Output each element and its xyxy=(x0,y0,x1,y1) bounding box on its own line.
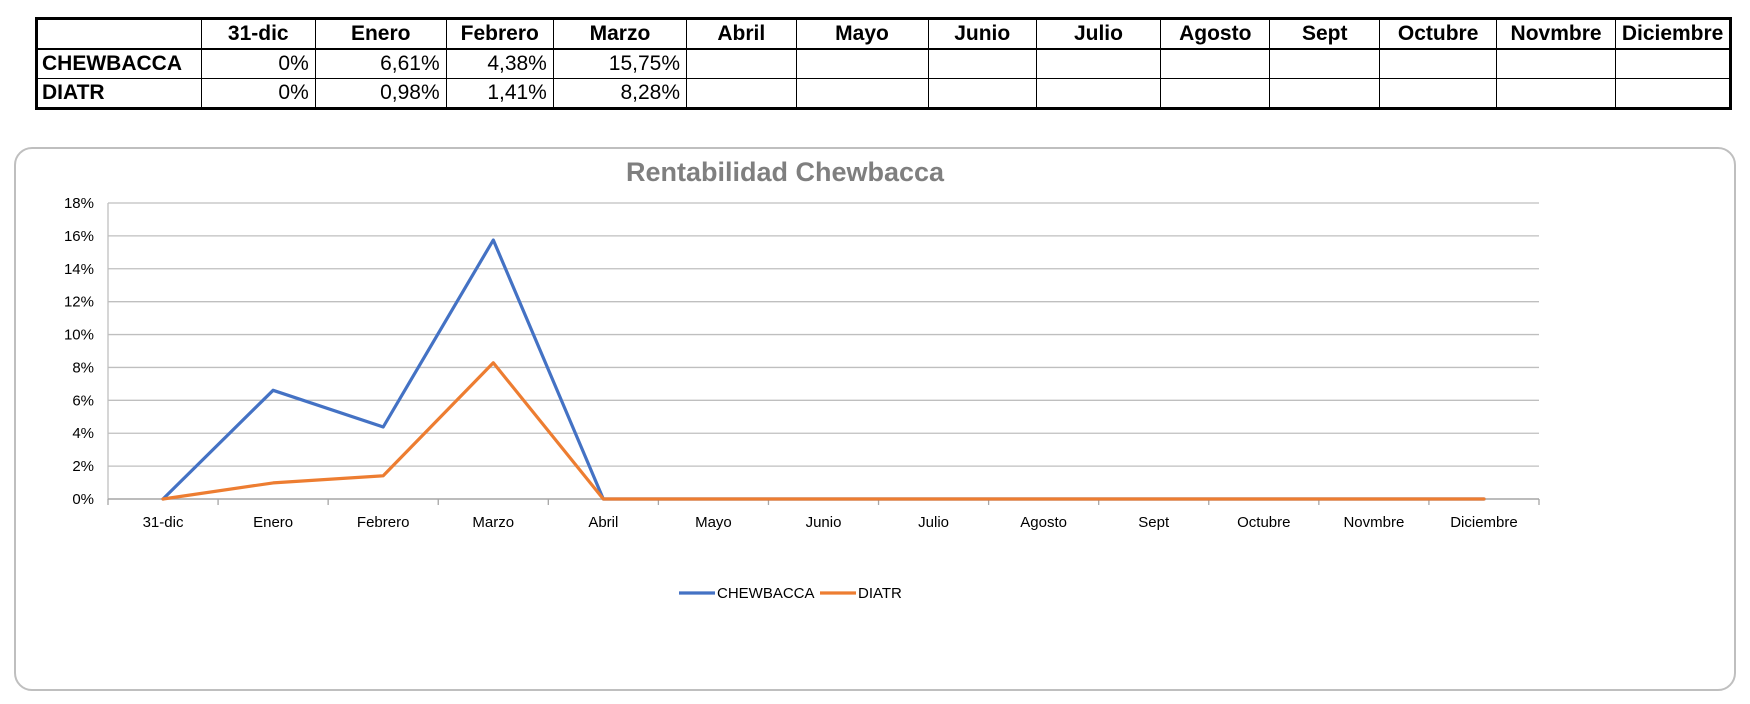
column-header: Abril xyxy=(686,18,797,50)
table-cell xyxy=(1496,48,1616,79)
y-tick-label: 8% xyxy=(72,359,94,376)
series-lines xyxy=(161,238,1486,501)
table-cell xyxy=(1035,78,1162,109)
legend: CHEWBACCA DIATR xyxy=(679,585,902,602)
table-cell xyxy=(1614,48,1732,79)
y-tick-label: 2% xyxy=(72,458,94,475)
column-header: Novmbre xyxy=(1496,18,1616,50)
data-table: 31-dic Enero Febrero Marzo Abril Mayo Junio Jul… xyxy=(35,17,1732,110)
x-tick-label: Febrero xyxy=(357,514,410,531)
table-header-row: 31-dic Enero Febrero Marzo Abril Mayo Junio Jul… xyxy=(36,18,1732,50)
column-header: Junio xyxy=(927,18,1037,50)
table-cell: 0% xyxy=(200,78,316,109)
y-tick-label: 4% xyxy=(72,425,94,442)
table-row: DIATR 0% 0,98% 1,41% 8,28% xyxy=(36,78,1732,109)
table-cell: 8,28% xyxy=(552,78,688,109)
x-tick-label: Junio xyxy=(806,514,842,531)
table-cell xyxy=(795,48,929,79)
x-tick-label: Octubre xyxy=(1237,514,1290,531)
y-tick-label: 14% xyxy=(64,261,94,278)
series-line-chewbacca xyxy=(161,238,1486,501)
table-cell xyxy=(927,48,1037,79)
table-cell xyxy=(686,78,797,109)
table-cell xyxy=(1378,78,1498,109)
table-cell xyxy=(1160,48,1271,79)
table-corner-cell xyxy=(36,18,202,50)
column-header: Febrero xyxy=(445,18,554,50)
table-cell xyxy=(1496,78,1616,109)
table-cell xyxy=(1269,78,1380,109)
table-cell xyxy=(1614,78,1732,109)
legend-label: CHEWBACCA xyxy=(717,585,815,602)
gridlines xyxy=(108,202,1539,467)
x-tick-label: Marzo xyxy=(472,514,514,531)
x-tick-label: Julio xyxy=(918,514,949,531)
table-cell: 0% xyxy=(200,48,316,79)
series-line-diatr xyxy=(161,361,1486,501)
legend-item: DIATR xyxy=(820,585,902,602)
table-cell xyxy=(1378,48,1498,79)
row-label: DIATR xyxy=(36,78,202,109)
table-cell: 0,98% xyxy=(314,78,447,109)
table-cell: 1,41% xyxy=(445,78,554,109)
table-cell xyxy=(686,48,797,79)
x-tick-label: Agosto xyxy=(1020,514,1067,531)
x-tick-label: Sept xyxy=(1138,514,1170,531)
line-chart: Rentabilidad Chewbacca 0% 2% 4% 6% 8% 10% 12% 1… xyxy=(64,157,1540,602)
table-cell: 15,75% xyxy=(552,48,688,79)
axes: 0% 2% 4% 6% 8% 10% 12% 14% 16% 18% 31-dic Enero Febr… xyxy=(64,195,1540,531)
column-header: 31-dic xyxy=(200,18,316,50)
column-header: Mayo xyxy=(795,18,929,50)
column-header: Agosto xyxy=(1160,18,1271,50)
x-tick-label: Enero xyxy=(253,514,293,531)
table-cell xyxy=(795,78,929,109)
y-tick-label: 0% xyxy=(72,491,94,508)
x-tick-label: 31-dic xyxy=(143,514,184,531)
row-label: CHEWBACCA xyxy=(36,48,202,79)
table-cell xyxy=(1160,78,1271,109)
table-cell xyxy=(927,78,1037,109)
x-tick-label: Diciembre xyxy=(1450,514,1518,531)
column-header: Octubre xyxy=(1378,18,1498,50)
x-tick-label: Mayo xyxy=(695,514,732,531)
y-tick-label: 12% xyxy=(64,294,94,311)
column-header: Enero xyxy=(314,18,447,50)
x-tick-label: Novmbre xyxy=(1343,514,1404,531)
column-header: Diciembre xyxy=(1614,18,1732,50)
column-header: Julio xyxy=(1035,18,1162,50)
y-tick-label: 6% xyxy=(72,392,94,409)
y-tick-label: 16% xyxy=(64,228,94,245)
column-header: Marzo xyxy=(552,18,688,50)
table-row: CHEWBACCA 0% 6,61% 4,38% 15,75% xyxy=(36,48,1732,79)
chart-area: Rentabilidad Chewbacca 0% 2% 4% 6% 8% 10% 12% 1… xyxy=(14,147,1736,691)
x-tick-label: Abril xyxy=(588,514,618,531)
legend-label: DIATR xyxy=(858,585,902,602)
y-tick-label: 18% xyxy=(64,195,94,212)
table-cell: 6,61% xyxy=(314,48,447,79)
table-cell xyxy=(1269,48,1380,79)
y-tick-label: 10% xyxy=(64,327,94,344)
chart-title: Rentabilidad Chewbacca xyxy=(626,157,945,187)
legend-item: CHEWBACCA xyxy=(679,585,815,602)
column-header: Sept xyxy=(1269,18,1380,50)
table-cell: 4,38% xyxy=(445,48,554,79)
table-cell xyxy=(1035,48,1162,79)
